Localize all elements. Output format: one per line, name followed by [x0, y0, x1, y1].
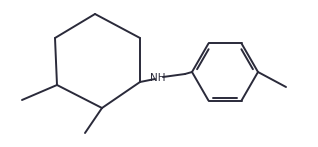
- Text: NH: NH: [150, 73, 166, 83]
